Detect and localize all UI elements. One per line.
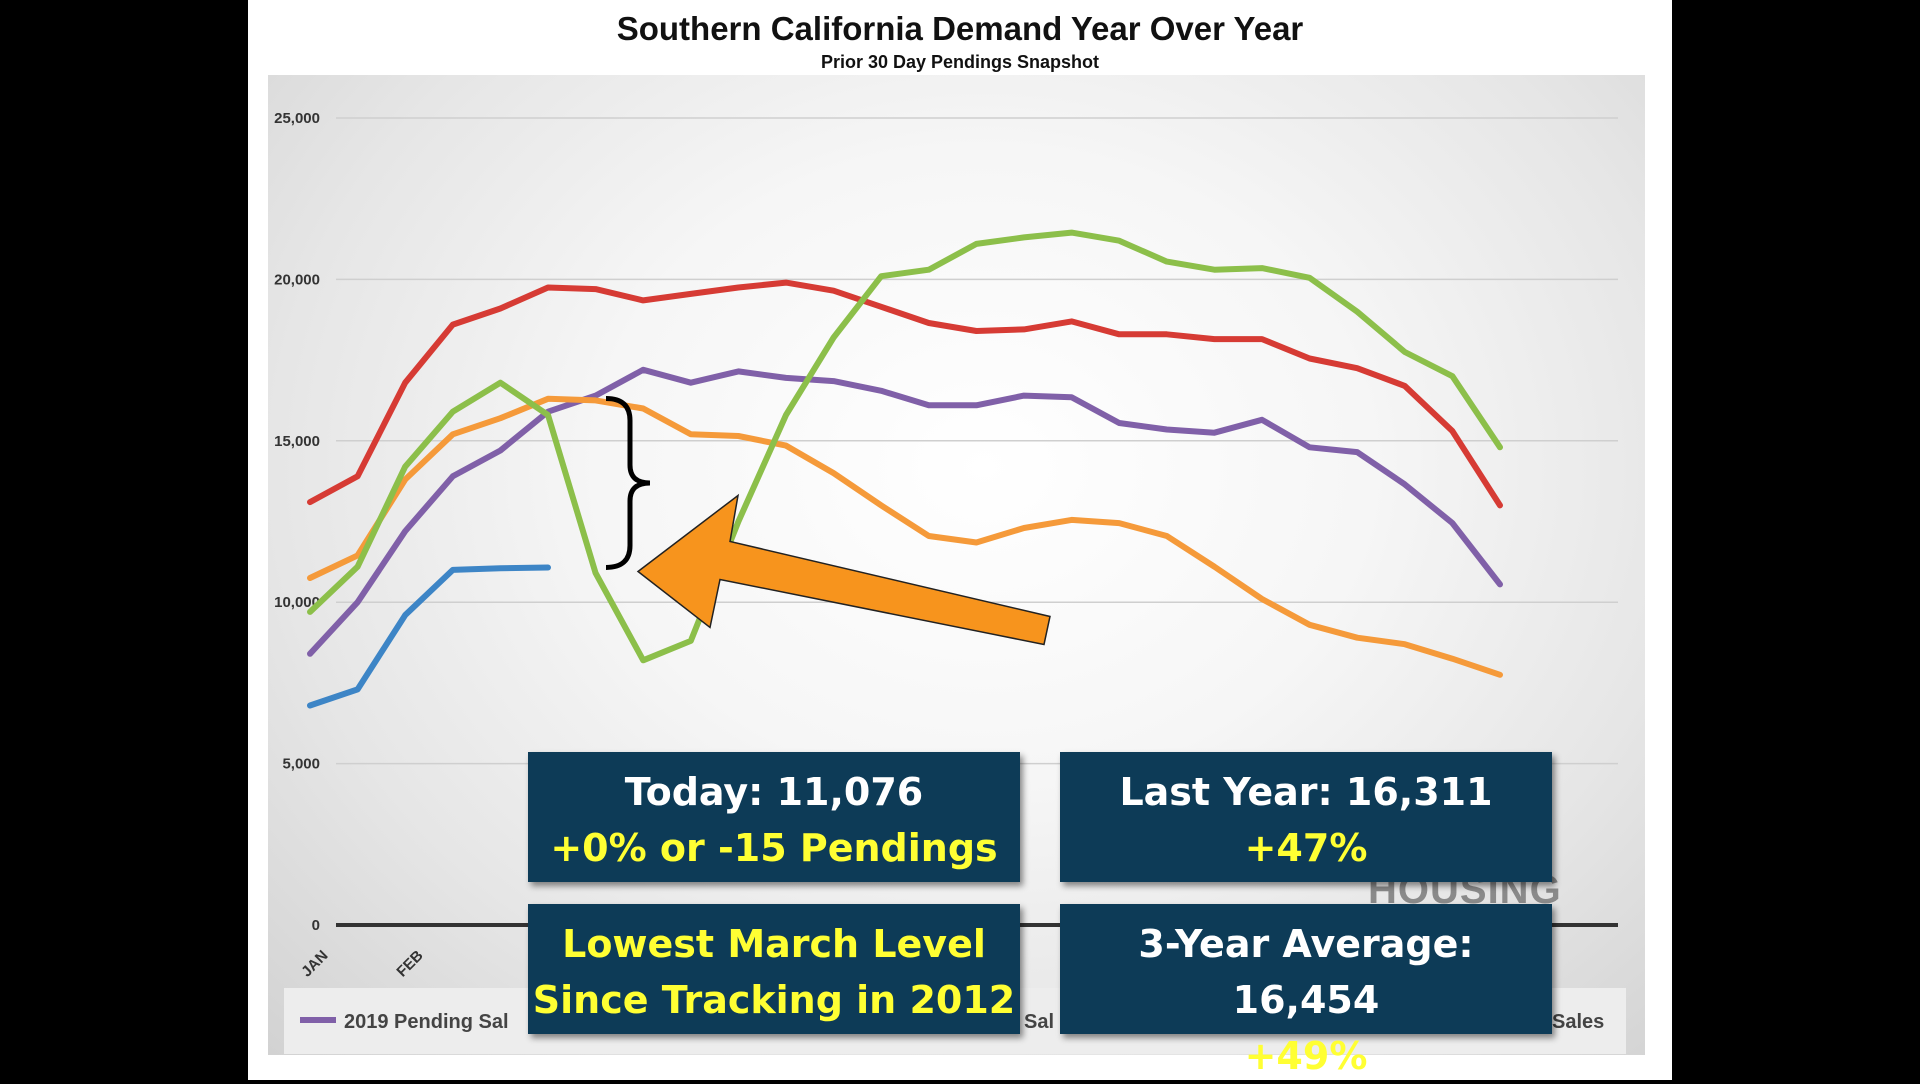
callout-today: Today: 11,076 +0% or -15 Pendings — [528, 752, 1020, 882]
y-tick-label: 10,000 — [274, 594, 320, 611]
y-tick-label: 5,000 — [282, 756, 320, 773]
callout-last-year-line2: +47% — [1244, 826, 1368, 870]
series-line-4 — [307, 229, 1503, 664]
legend-label: Sal — [1024, 1011, 1054, 1033]
plot-background — [268, 75, 1645, 1055]
callout-lowest-line1: Lowest March Level — [562, 922, 986, 966]
series-line-1 — [307, 279, 1503, 509]
callout-three-year-line1: 3-Year Average: 16,454 — [1138, 922, 1474, 1022]
chart-subtitle: Prior 30 Day Pendings Snapshot — [820, 52, 1100, 72]
callout-three-year-average: 3-Year Average: 16,454 +49% — [1060, 904, 1552, 1078]
x-tick-label: JAN — [298, 947, 331, 980]
callout-last-year: Last Year: 16,311 +47% — [1060, 752, 1552, 882]
callout-lowest-line2: Since Tracking in 2012 — [532, 978, 1016, 1022]
line-chart: 0 5,000 10,000 15,000 20,000 25,000 JAN FEB 20… — [274, 110, 1626, 1054]
y-tick-label: 25,000 — [274, 110, 320, 127]
legend-label: Sales — [1552, 1011, 1604, 1033]
callout-today-line1: Today: 11,076 — [624, 770, 924, 814]
callout-today-line2: +0% or -15 Pendings — [550, 826, 998, 870]
callout-last-year-line1: Last Year: 16,311 — [1119, 770, 1493, 814]
series-line-5 — [307, 564, 551, 709]
y-tick-label: 15,000 — [274, 433, 320, 450]
x-tick-label: FEB — [393, 947, 426, 980]
y-tick-label: 0 — [312, 917, 320, 934]
callout-three-year-line2: +49% — [1244, 1034, 1368, 1078]
slide: Southern California Demand Year Over Yea… — [248, 0, 1672, 1080]
series-line-2 — [307, 366, 1503, 657]
chart-title: Southern California Demand Year Over Yea… — [616, 10, 1304, 47]
legend-label: 2019 Pending Sal — [344, 1011, 509, 1033]
brace-annotation — [605, 395, 651, 570]
y-tick-label: 20,000 — [274, 271, 320, 288]
arrow-annotation — [636, 493, 1051, 646]
series-line-3 — [307, 395, 1503, 678]
callout-lowest-march: Lowest March Level Since Tracking in 201… — [528, 904, 1020, 1034]
